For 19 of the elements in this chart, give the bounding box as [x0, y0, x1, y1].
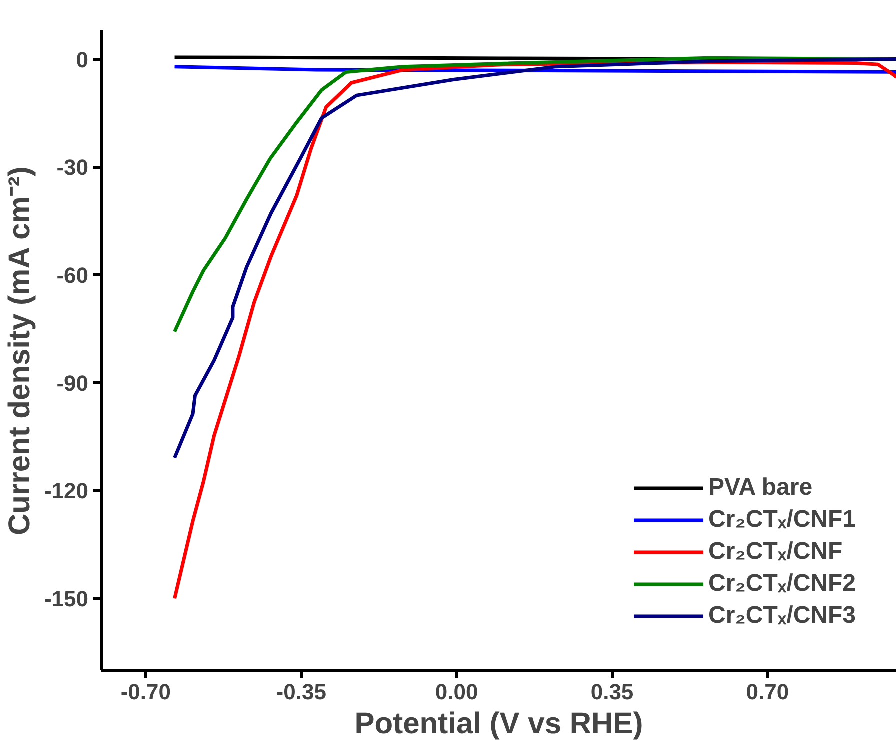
y-tick-label: -120 — [44, 478, 89, 504]
x-tick-label: 0.35 — [590, 680, 634, 704]
legend-label: PVA bare — [708, 474, 813, 502]
y-axis-title: Current density (mA cm⁻²) — [3, 166, 36, 536]
y-tick-label: -30 — [56, 155, 88, 180]
y-tick-label: 0 — [76, 47, 89, 72]
legend-label: Cr₂CTₓ/CNF2 — [708, 570, 856, 598]
y-tick-label: -60 — [56, 262, 88, 288]
legend-label: Cr₂CTₓ/CNF3 — [708, 602, 856, 630]
x-tick-label: -0.35 — [276, 680, 326, 704]
x-axis-title: Potential (V vs RHE) — [354, 708, 644, 740]
x-tick-label: -0.70 — [120, 680, 171, 704]
legend-label: Cr₂CTₓ/CNF — [708, 538, 843, 566]
y-tick-label: -150 — [44, 586, 89, 612]
x-tick-label: 0.70 — [746, 680, 790, 704]
line-series — [173, 58, 896, 460]
legend-label: Cr₂CTₓ/CNF1 — [708, 506, 856, 534]
x-tick-label: 0.00 — [435, 680, 478, 704]
y-tick-label: -90 — [56, 370, 88, 396]
